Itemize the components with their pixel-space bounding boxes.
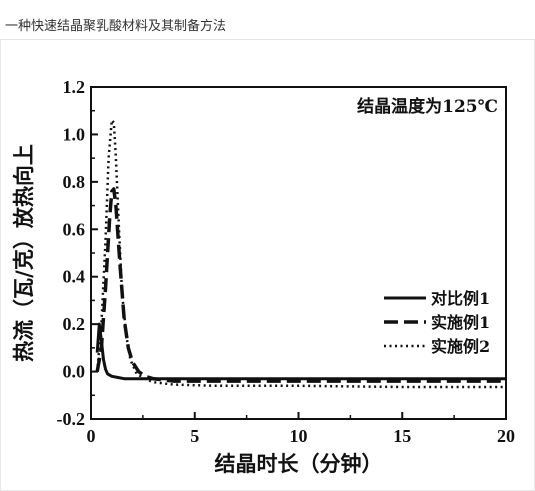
plot-frame: [90, 86, 507, 420]
y-tick-label: 0.0: [63, 362, 86, 382]
series-line-2: [95, 187, 506, 383]
y-tick-label: 0.2: [63, 314, 86, 334]
x-tick-label: 10: [290, 426, 308, 446]
chart-container: -0.2 0.0 0.2 0.4 0.6 0.8 1.0 1.2 0 5 10 15 20 结晶时长（分钟…: [0, 40, 535, 491]
y-tick-label: 1.0: [63, 124, 86, 144]
y-tick-label: -0.2: [57, 409, 86, 429]
legend-label-1: 对比例1: [431, 289, 490, 308]
x-tick-label: 0: [87, 426, 96, 446]
y-axis-label: 热流（瓦/克）放热向上: [11, 144, 36, 362]
legend-label-2: 实施例1: [431, 313, 490, 332]
x-tick-label: 5: [190, 426, 199, 446]
x-tick-label: 20: [497, 426, 515, 446]
y-tick-label: 0.6: [63, 219, 86, 239]
x-tick-label: 15: [393, 426, 411, 446]
legend-label-3: 实施例2: [431, 337, 490, 356]
crystallization-chart: -0.2 0.0 0.2 0.4 0.6 0.8 1.0 1.2 0 5 10 15 20 结晶时长（分钟…: [11, 77, 515, 476]
document-header: 一种快速结晶聚乳酸材料及其制备方法: [0, 0, 535, 40]
x-axis-label: 结晶时长（分钟）: [215, 451, 383, 476]
y-tick-label: 1.2: [63, 77, 86, 97]
y-tick-label: 0.4: [63, 267, 86, 287]
document-title: 一种快速结晶聚乳酸材料及其制备方法: [5, 19, 227, 34]
temperature-annotation: 结晶温度为125℃: [357, 96, 498, 117]
y-tick-label: 0.8: [63, 172, 86, 192]
series-line-3: [95, 118, 506, 389]
